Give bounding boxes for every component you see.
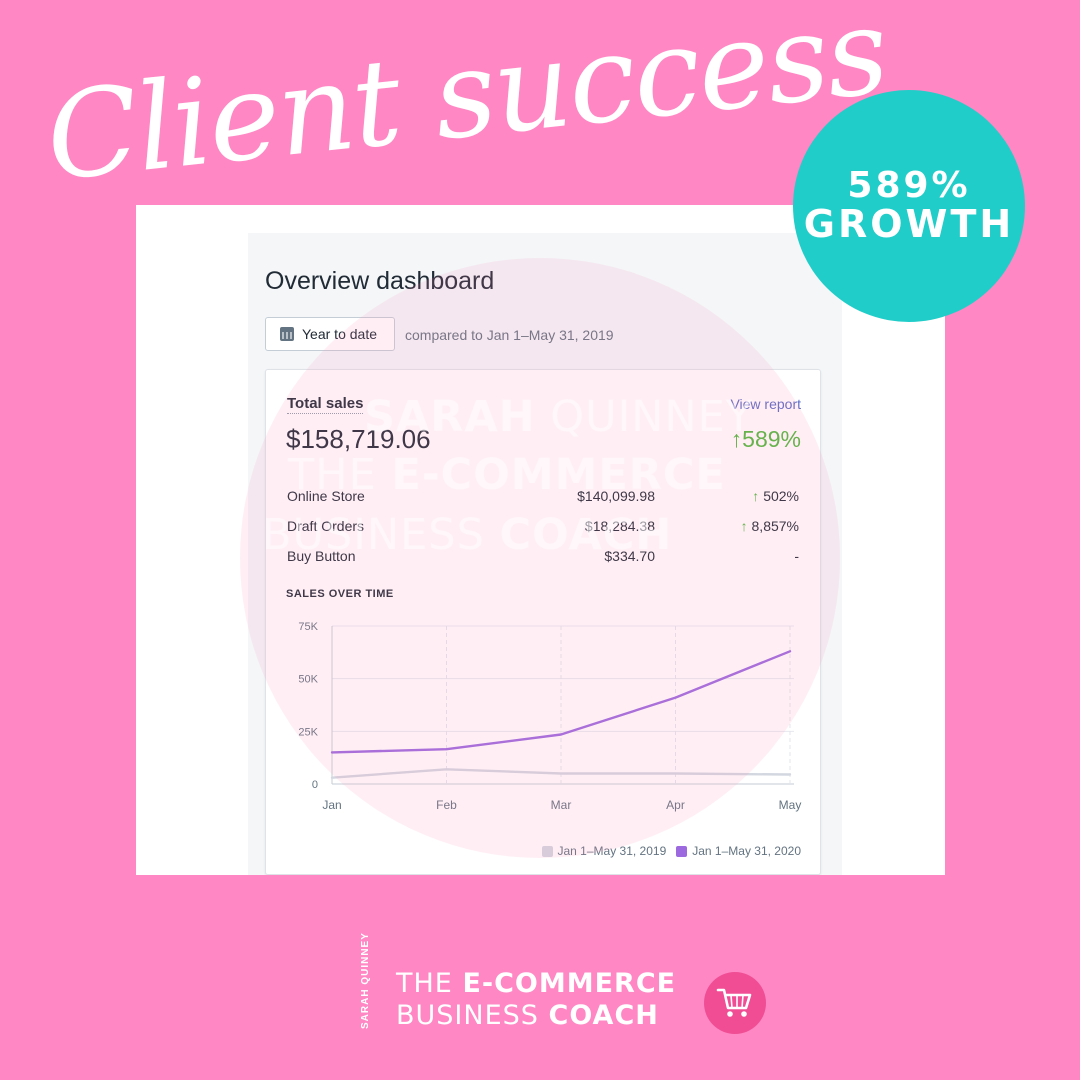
x-tick-label: Mar bbox=[551, 798, 572, 812]
channel-name: Draft Orders bbox=[287, 518, 365, 534]
channel-change-value: - bbox=[794, 548, 799, 564]
growth-badge-percent: 589% bbox=[847, 165, 971, 207]
calendar-icon bbox=[280, 327, 294, 341]
channel-name: Buy Button bbox=[287, 548, 356, 564]
arrow-up-icon: ↑ bbox=[740, 518, 748, 534]
logo-word: BUSINESS bbox=[396, 1000, 539, 1031]
y-tick-label: 25K bbox=[298, 726, 318, 738]
x-tick-label: May bbox=[779, 798, 802, 812]
sales-over-time-chart: 0 25K 50K 75K Jan Feb Mar Apr May bbox=[298, 621, 802, 812]
logo-vertical-name-text: SARAH QUINNEY bbox=[360, 932, 371, 1029]
logo-line-2: BUSINESS COACH bbox=[396, 1000, 659, 1031]
comparison-text: compared to Jan 1–May 31, 2019 bbox=[405, 327, 614, 343]
logo-vertical-name: SARAH QUINNEY bbox=[360, 932, 386, 1029]
channel-change-value: 502% bbox=[763, 488, 799, 504]
channel-amount: $334.70 bbox=[604, 548, 655, 564]
x-tick-label: Feb bbox=[436, 798, 457, 812]
channel-change-value: 8,857% bbox=[751, 518, 799, 534]
logo-word: E-COMMERCE bbox=[462, 968, 677, 999]
total-sales-growth: ↑589% bbox=[731, 426, 801, 453]
series-line-0 bbox=[330, 768, 792, 779]
y-tick-label: 0 bbox=[312, 779, 318, 791]
logo-cart-badge bbox=[704, 972, 766, 1034]
legend-label: Jan 1–May 31, 2019 bbox=[557, 844, 667, 858]
channel-row-draft-orders: Draft Orders $18,284.38 ↑ 8,857% bbox=[287, 518, 799, 538]
channel-row-online-store: Online Store $140,099.98 ↑ 502% bbox=[287, 488, 799, 508]
arrow-up-icon: ↑ bbox=[752, 488, 760, 504]
channel-change: ↑ 502% bbox=[752, 488, 799, 504]
sales-over-time-title: SALES OVER TIME bbox=[286, 588, 394, 600]
growth-badge: 589% GROWTH bbox=[793, 90, 1025, 322]
legend-item-2020[interactable]: Jan 1–May 31, 2020 bbox=[676, 844, 801, 858]
x-tick-label: Apr bbox=[666, 798, 685, 812]
total-sales-card: Total sales View report $158,719.06 ↑589… bbox=[265, 369, 821, 875]
shopping-cart-icon bbox=[716, 988, 752, 1017]
channel-change: ↑ 8,857% bbox=[741, 518, 799, 534]
channel-row-buy-button: Buy Button $334.70 - bbox=[287, 548, 799, 568]
x-tick-label: Jan bbox=[322, 798, 341, 812]
dashboard-panel: Overview dashboard Year to date compared… bbox=[248, 233, 842, 875]
total-sales-value: $158,719.06 bbox=[286, 424, 431, 454]
view-report-link[interactable]: View report bbox=[730, 396, 801, 412]
legend-label: Jan 1–May 31, 2020 bbox=[692, 844, 801, 858]
logo-line-1: THE E-COMMERCE bbox=[396, 968, 676, 999]
y-tick-label: 75K bbox=[298, 621, 318, 633]
logo-word: COACH bbox=[548, 1000, 659, 1031]
footer-logo: SARAH QUINNEY THE E-COMMERCE BUSINESS CO… bbox=[360, 932, 780, 1035]
logo-word: THE bbox=[396, 968, 453, 999]
date-range-label: Year to date bbox=[302, 326, 377, 342]
channel-amount: $18,284.38 bbox=[584, 518, 655, 534]
channel-amount: $140,099.98 bbox=[577, 488, 655, 504]
date-range-button[interactable]: Year to date bbox=[265, 317, 395, 351]
legend-swatch bbox=[541, 845, 553, 857]
arrow-up-icon: ↑ bbox=[730, 426, 743, 452]
series-line-1 bbox=[330, 650, 792, 754]
legend-swatch bbox=[676, 845, 688, 857]
chart-legend: Jan 1–May 31, 2019 Jan 1–May 31, 2020 bbox=[541, 844, 801, 858]
legend-item-2019[interactable]: Jan 1–May 31, 2019 bbox=[541, 844, 667, 858]
growth-badge-label: GROWTH bbox=[803, 201, 1015, 246]
total-growth-value: 589% bbox=[742, 426, 801, 452]
y-tick-label: 50K bbox=[298, 674, 318, 686]
channel-name: Online Store bbox=[287, 488, 365, 504]
page-title: Overview dashboard bbox=[265, 267, 495, 295]
screenshot-frame: Overview dashboard Year to date compared… bbox=[136, 205, 945, 875]
total-sales-label[interactable]: Total sales bbox=[287, 395, 364, 414]
